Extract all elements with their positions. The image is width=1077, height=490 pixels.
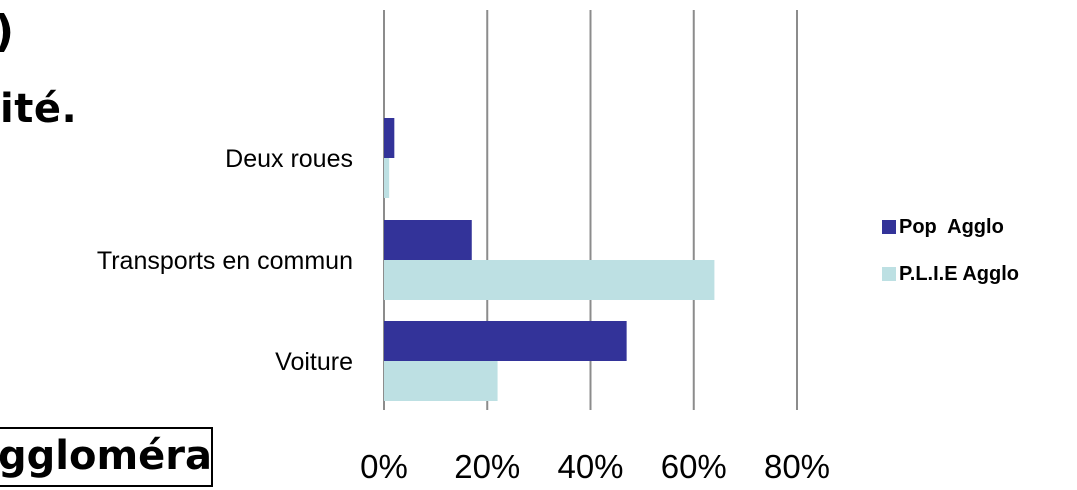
x-tick-label: 80% [764, 448, 830, 485]
boxed-text-fragment: ggloméra [0, 427, 213, 487]
bar-plie-agglo [384, 361, 498, 401]
category-label: Voiture [275, 348, 353, 376]
bar-pop-agglo [384, 220, 472, 260]
legend-label: Pop Agglo [899, 216, 1004, 238]
x-tick-label: 0% [360, 448, 408, 485]
x-tick-label: 20% [454, 448, 520, 485]
category-label: Deux roues [225, 145, 353, 173]
bar-plie-agglo [384, 260, 715, 300]
bar-pop-agglo [384, 321, 627, 361]
bar-plie-agglo [384, 158, 390, 198]
x-tick-label: 40% [557, 448, 623, 485]
category-label: Transports en commun [97, 247, 353, 275]
x-tick-label: 60% [661, 448, 727, 485]
legend-label: P.L.I.E Agglo [899, 263, 1019, 285]
legend-swatch [882, 267, 896, 281]
bar-pop-agglo [384, 118, 395, 158]
legend-swatch [882, 220, 896, 234]
title-fragment: ité. [0, 86, 78, 132]
text-fragment-paren: ) [0, 6, 14, 57]
